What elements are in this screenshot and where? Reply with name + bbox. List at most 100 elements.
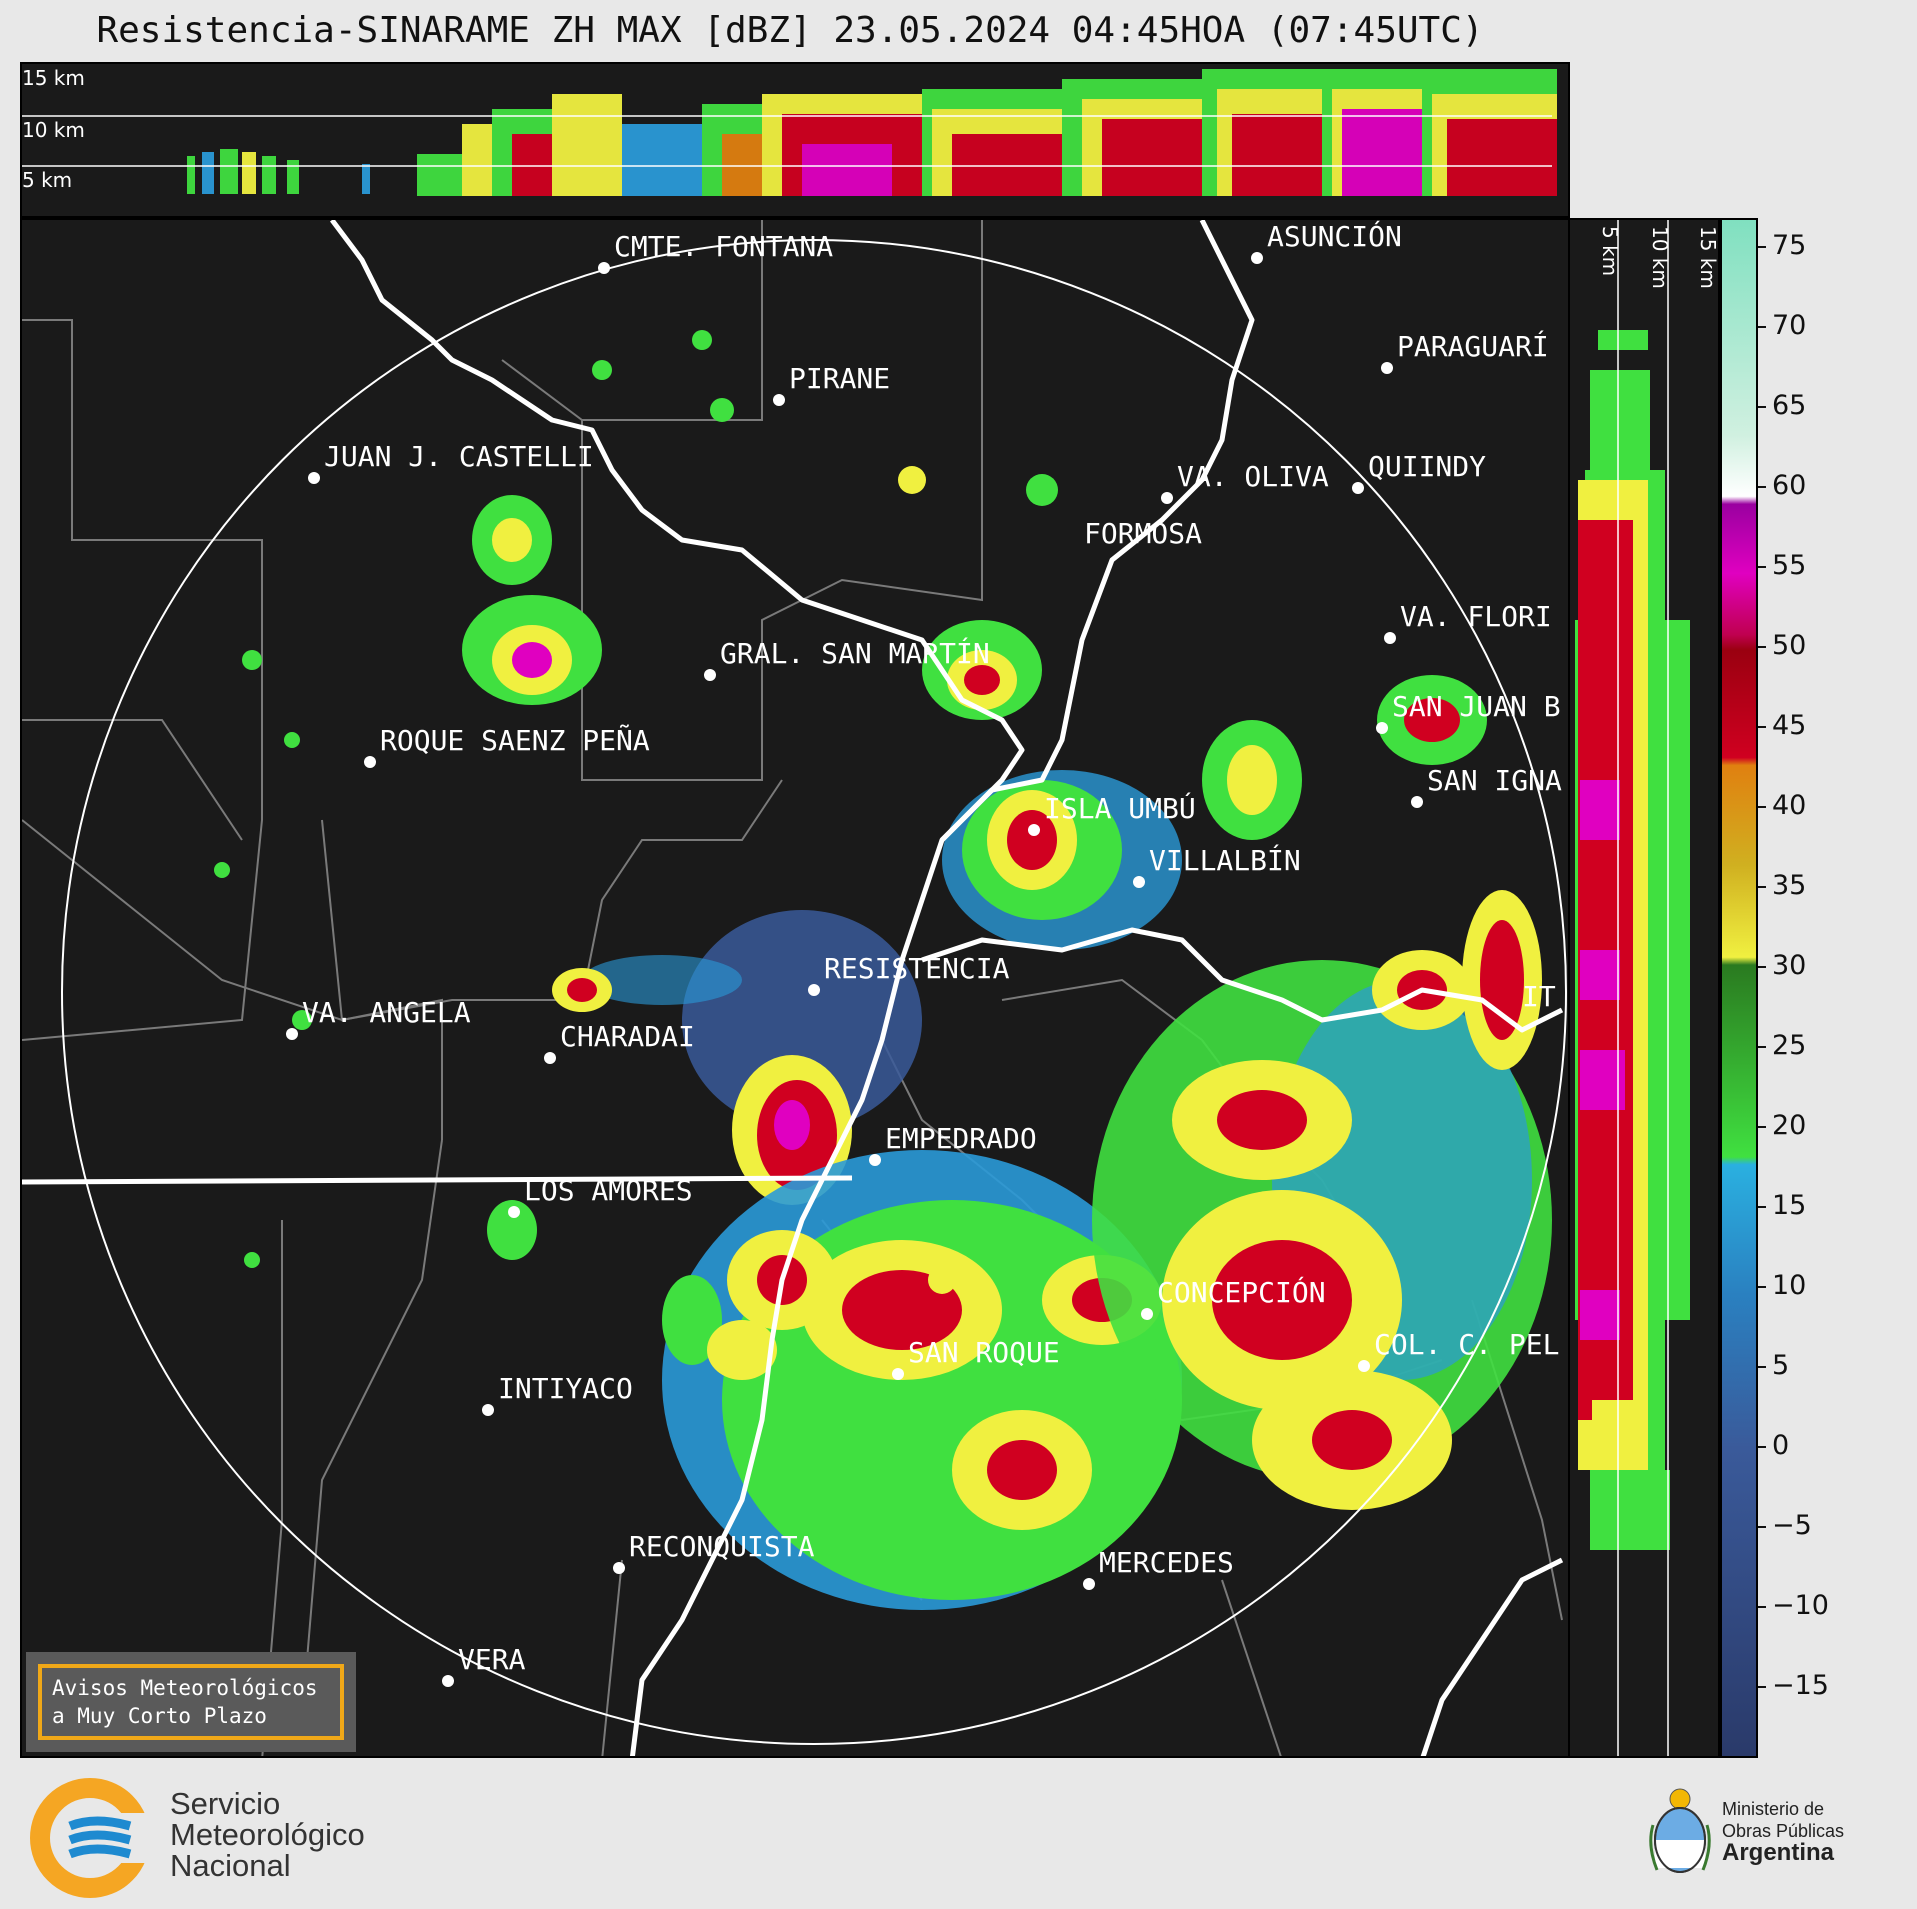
city-label: LOS AMORES [524,1174,693,1207]
city-marker [308,472,320,484]
city-label: JUAN J. CASTELLI [324,440,594,473]
city-label: GRAL. SAN MARTÍN [720,637,990,670]
side-alt-label-10km: 10 km [1648,226,1672,289]
colorbar-gradient [1722,220,1756,1756]
city-marker [1376,722,1388,734]
tick-30: 30 [1758,950,1806,981]
ministry-line-3: Argentina [1722,1839,1835,1866]
smn-logo-text: Servicio Meteorológico Nacional [170,1788,365,1881]
city-label: PARAGUARÍ [1397,330,1549,363]
city-label: COL. C. PEL [1374,1328,1560,1361]
city-label: FORMOSA [1084,517,1203,550]
city-marker [442,1675,454,1687]
tick-25: 25 [1758,1030,1806,1061]
city-label: VERA [458,1643,526,1676]
smn-line-1: Servicio [170,1786,281,1821]
tick-60: 60 [1758,470,1806,501]
city-marker [1384,632,1396,644]
tick-20: 20 [1758,1110,1806,1141]
city-label: CONCEPCIÓN [1157,1276,1326,1309]
city-marker [808,984,820,996]
city-label: CHARADAI [560,1020,695,1053]
side-cross-section-echoes [1575,220,1690,1756]
city-label: RESISTENCIA [824,952,1010,985]
city-label: VA. OLIVA [1177,460,1329,493]
dbz-colorbar [1720,218,1758,1758]
city-marker [1251,252,1263,264]
city-marker [508,1206,520,1218]
city-marker [1358,1360,1370,1372]
tick-50: 50 [1758,630,1806,661]
city-label: ASUNCIÓN [1267,220,1402,253]
argentina-shield-icon [1649,1788,1711,1873]
city-label: MERCEDES [1099,1546,1234,1579]
city-marker [286,1028,298,1040]
country-borders [22,220,1564,1756]
city-label: VILLALBÍN [1149,844,1301,877]
alt-label-15km: 15 km [22,66,85,90]
tick-45: 45 [1758,710,1806,741]
city-label: CMTE. FONTANA [614,230,834,263]
ministry-line-2: Obras Públicas [1722,1821,1845,1841]
city-label: INTIYACO [498,1372,633,1405]
side-cross-section: 5 km 10 km 15 km [1570,218,1720,1758]
city-marker [613,1562,625,1574]
city-marker [773,394,785,406]
tick-10: 10 [1758,1270,1806,1301]
tick-65: 65 [1758,390,1806,421]
tick-15: 15 [1758,1190,1806,1221]
tick-neg5: −5 [1758,1510,1812,1541]
smn-logo-icon [30,1778,150,1898]
radar-map-layers [22,220,1567,1756]
side-alt-label-5km: 5 km [1598,226,1622,277]
map-title: Resistencia-SINARAME ZH MAX [dBZ] 23.05.… [96,10,1484,51]
side-alt-label-15km: 15 km [1696,226,1720,289]
smn-line-3: Nacional [170,1848,291,1883]
city-marker [1083,1578,1095,1590]
warnings-link-box[interactable]: Avisos Meteorológicos a Muy Corto Plazo [26,1652,356,1752]
tick-neg10: −10 [1758,1590,1829,1621]
warnings-link-frame[interactable]: Avisos Meteorológicos a Muy Corto Plazo [38,1664,344,1740]
ministry-logo-text: Ministerio de Obras Públicas Argentina [1722,1798,1845,1866]
tick-0: 0 [1758,1430,1789,1461]
city-marker [1028,824,1040,836]
range-ring [61,239,1567,1745]
precipitation-echoes [214,330,1552,1610]
city-marker [869,1154,881,1166]
city-marker [892,1368,904,1380]
city-marker [482,1404,494,1416]
city-label: SAN JUAN B [1392,690,1561,723]
smn-line-2: Meteorológico [170,1817,365,1852]
colorbar-ticks: 75 70 65 60 55 50 45 40 35 30 25 20 15 1… [1758,218,1868,1758]
top-cross-section-echoes [22,69,1557,196]
city-label: IT [1522,980,1556,1013]
city-label: VA. FLORI [1400,600,1552,633]
city-label: SAN IGNA [1427,764,1562,797]
tick-70: 70 [1758,310,1806,341]
city-marker [544,1052,556,1064]
city-label: QUIINDY [1368,450,1487,483]
tick-35: 35 [1758,870,1806,901]
warnings-line-1: Avisos Meteorológicos [52,1676,318,1700]
tick-40: 40 [1758,790,1806,821]
tick-neg15: −15 [1758,1670,1829,1701]
city-marker [1133,876,1145,888]
city-label: ROQUE SAENZ PEÑA [380,724,650,757]
city-label: EMPEDRADO [885,1122,1037,1155]
alt-label-10km: 10 km [22,118,85,142]
warnings-line-2: a Muy Corto Plazo [52,1704,267,1728]
city-label: RECONQUISTA [629,1530,815,1563]
tick-75: 75 [1758,230,1806,261]
city-marker [1352,482,1364,494]
city-marker [704,669,716,681]
city-label: VA. ANGELA [302,996,471,1029]
city-marker [1161,492,1173,504]
city-marker [598,262,610,274]
city-marker [1411,796,1423,808]
city-label: ISLA UMBÚ [1044,792,1196,825]
tick-55: 55 [1758,550,1806,581]
city-marker [1141,1308,1153,1320]
city-marker [1381,362,1393,374]
city-label: PIRANE [789,362,891,395]
radar-map: CMTE. FONTANA ASUNCIÓN PARAGUARÍ PIRANE … [20,218,1570,1758]
